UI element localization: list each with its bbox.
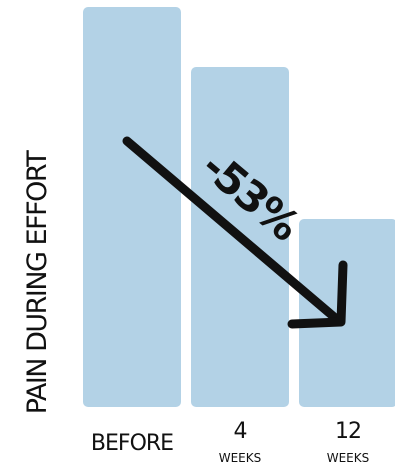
bar-0 <box>83 7 181 407</box>
arrow-head <box>287 260 348 329</box>
x-tick-labels: BEFORE 4 WEEKS 12 WEEKS <box>91 419 369 465</box>
x-tick-sublabel-1: WEEKS <box>219 451 262 465</box>
x-tick-label-0: BEFORE <box>91 431 173 456</box>
x-tick-label-2: 12 <box>335 419 361 444</box>
arrow-shaft <box>122 136 345 327</box>
x-tick-sublabel-2: WEEKS <box>327 451 370 465</box>
x-tick-label-1: 4 <box>234 419 247 444</box>
y-axis-label: PAIN DURING EFFORT <box>22 150 53 414</box>
bar-2 <box>299 219 395 407</box>
